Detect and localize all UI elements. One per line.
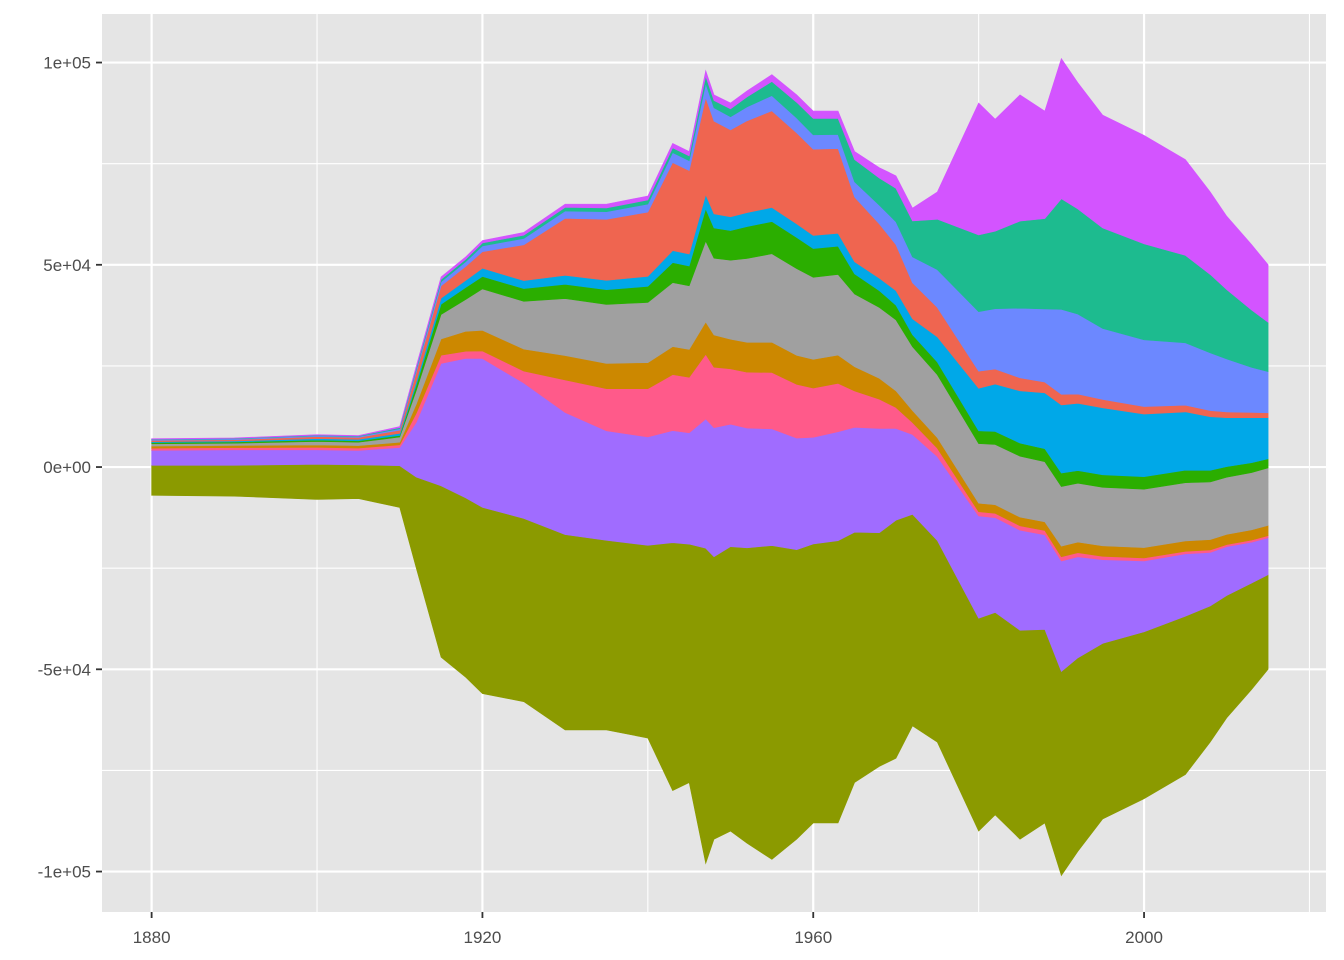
x-axis: 1880 1920 1960 2000 [133, 912, 1163, 947]
y-tick-label: 5e+04 [43, 256, 91, 275]
y-axis: -1e+05 -5e+04 0e+00 5e+04 1e+05 [38, 54, 102, 882]
y-tick-label: -1e+05 [38, 863, 91, 882]
y-tick-label: 0e+00 [43, 458, 91, 477]
x-tick-label: 1880 [133, 928, 171, 947]
y-tick-label: -5e+04 [38, 660, 91, 679]
y-tick-label: 1e+05 [43, 54, 91, 73]
x-tick-label: 2000 [1125, 928, 1163, 947]
x-tick-label: 1960 [794, 928, 832, 947]
stream-layers [151, 57, 1269, 877]
x-tick-label: 1920 [464, 928, 502, 947]
stream-layer-11 [151, 57, 1269, 440]
